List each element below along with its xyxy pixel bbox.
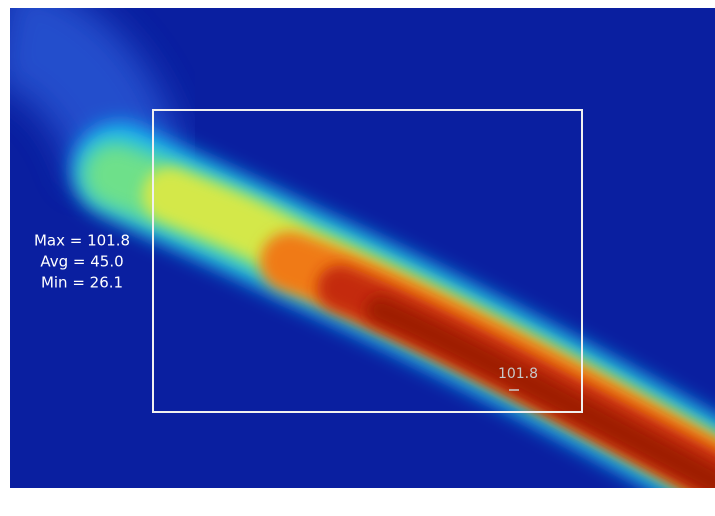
thermal-image: [10, 8, 715, 488]
measure-box: [152, 109, 583, 413]
stat-max: Max = 101.8: [34, 232, 130, 250]
hotspot-label: 101.8: [498, 366, 538, 382]
stat-min: Min = 26.1: [41, 274, 123, 292]
stat-avg: Avg = 45.0: [40, 253, 123, 271]
